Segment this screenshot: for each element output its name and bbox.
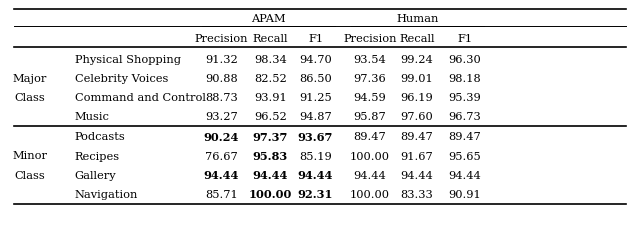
Text: 96.30: 96.30: [448, 55, 481, 65]
Text: 90.24: 90.24: [204, 132, 239, 143]
Text: 83.33: 83.33: [401, 190, 433, 200]
Text: 94.44: 94.44: [353, 171, 386, 181]
Text: 97.36: 97.36: [353, 74, 386, 84]
Text: 100.00: 100.00: [349, 152, 390, 162]
Text: 100.00: 100.00: [248, 189, 292, 200]
Text: 95.65: 95.65: [448, 152, 481, 162]
Text: 97.60: 97.60: [401, 112, 433, 122]
Text: F1: F1: [457, 34, 472, 44]
Text: 93.27: 93.27: [205, 112, 237, 122]
Text: 94.70: 94.70: [299, 55, 332, 65]
Text: 90.91: 90.91: [448, 190, 481, 200]
Text: 89.47: 89.47: [353, 133, 386, 143]
Text: 94.44: 94.44: [401, 171, 433, 181]
Text: 90.88: 90.88: [205, 74, 237, 84]
Text: 86.50: 86.50: [299, 74, 332, 84]
Text: 99.01: 99.01: [401, 74, 433, 84]
Text: 89.47: 89.47: [401, 133, 433, 143]
Text: Recall: Recall: [399, 34, 435, 44]
Text: APAM: APAM: [251, 14, 285, 24]
Text: Celebrity Voices: Celebrity Voices: [75, 74, 168, 84]
Text: 92.31: 92.31: [298, 189, 333, 200]
Text: 89.47: 89.47: [448, 133, 481, 143]
Text: 88.73: 88.73: [205, 93, 237, 103]
Text: 94.44: 94.44: [204, 170, 239, 181]
Text: Human: Human: [396, 14, 438, 24]
Text: 97.37: 97.37: [253, 132, 288, 143]
Text: 94.44: 94.44: [448, 171, 481, 181]
Text: 96.73: 96.73: [448, 112, 481, 122]
Text: Class: Class: [15, 93, 45, 103]
Text: 85.71: 85.71: [205, 190, 237, 200]
Text: 99.24: 99.24: [401, 55, 433, 65]
Text: 82.52: 82.52: [254, 74, 287, 84]
Text: Major: Major: [13, 74, 47, 84]
Text: 91.32: 91.32: [205, 55, 237, 65]
Text: 100.00: 100.00: [349, 190, 390, 200]
Text: Music: Music: [75, 112, 109, 122]
Text: Recall: Recall: [253, 34, 288, 44]
Text: 85.19: 85.19: [299, 152, 332, 162]
Text: Physical Shopping: Physical Shopping: [75, 55, 180, 65]
Text: 91.67: 91.67: [401, 152, 433, 162]
Text: 95.83: 95.83: [253, 151, 288, 162]
Text: 93.54: 93.54: [353, 55, 386, 65]
Text: Minor: Minor: [13, 151, 47, 161]
Text: Podcasts: Podcasts: [75, 133, 125, 143]
Text: 96.52: 96.52: [254, 112, 287, 122]
Text: 93.91: 93.91: [254, 93, 287, 103]
Text: 76.67: 76.67: [205, 152, 237, 162]
Text: Recipes: Recipes: [75, 152, 120, 162]
Text: Precision: Precision: [195, 34, 248, 44]
Text: Gallery: Gallery: [75, 171, 116, 181]
Text: Navigation: Navigation: [75, 190, 138, 200]
Text: 95.87: 95.87: [353, 112, 386, 122]
Text: 94.59: 94.59: [353, 93, 386, 103]
Text: Command and Control: Command and Control: [75, 93, 205, 103]
Text: 96.19: 96.19: [401, 93, 433, 103]
Text: 94.44: 94.44: [253, 170, 288, 181]
Text: 95.39: 95.39: [448, 93, 481, 103]
Text: 91.25: 91.25: [299, 93, 332, 103]
Text: 93.67: 93.67: [298, 132, 333, 143]
Text: F1: F1: [308, 34, 323, 44]
Text: Class: Class: [15, 171, 45, 181]
Text: 98.34: 98.34: [254, 55, 287, 65]
Text: 98.18: 98.18: [448, 74, 481, 84]
Text: 94.87: 94.87: [299, 112, 332, 122]
Text: 94.44: 94.44: [298, 170, 333, 181]
Text: Precision: Precision: [343, 34, 396, 44]
